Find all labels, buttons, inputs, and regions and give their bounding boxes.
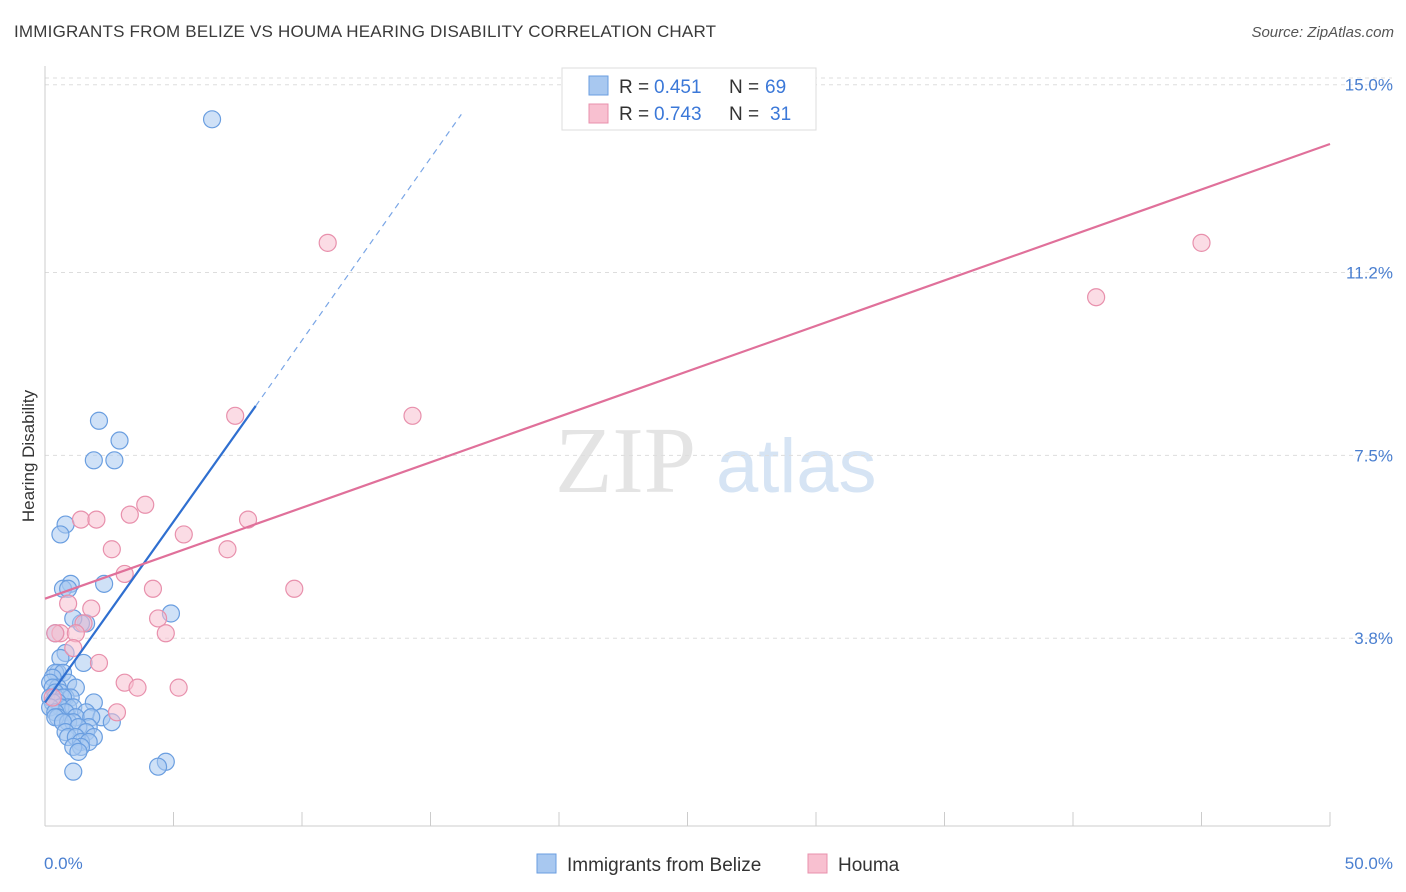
point-houma — [143, 579, 163, 598]
point-houma — [64, 638, 83, 658]
gridlines — [45, 77, 1392, 639]
bottom-legend-label-houma: Houma — [838, 855, 900, 876]
point-houma — [318, 233, 337, 252]
point-houma — [156, 624, 175, 643]
point-houma — [66, 624, 85, 643]
legend-r-value-houma: 0.743 — [654, 104, 702, 125]
point-houma — [1192, 233, 1211, 252]
point-houma — [169, 678, 188, 697]
point-houma — [89, 653, 109, 673]
point-houma — [71, 510, 91, 529]
point-houma — [128, 678, 147, 697]
bottom-legend-label-belize: Immigrants from Belize — [567, 855, 761, 876]
legend-swatch-houma — [588, 103, 609, 124]
source-label: Source: ZipAtlas.com — [1251, 24, 1394, 41]
bottom-legend-swatch-belize — [536, 853, 557, 874]
y-tick-label: 3.8% — [1354, 629, 1393, 648]
legend-top: R = 0.451 N = 69 R = 0.743 N = 31 — [561, 67, 817, 131]
y-tick-label: 15.0% — [1345, 76, 1393, 95]
watermark-zip: ZIP — [555, 409, 696, 513]
chart-title: IMMIGRANTS FROM BELIZE VS HOUMA HEARING … — [14, 22, 717, 41]
point-belize — [202, 110, 222, 129]
point-houma — [285, 579, 304, 598]
point-houma — [43, 688, 62, 707]
legend-n-label-belize: N = — [729, 77, 759, 98]
point-belize — [64, 762, 83, 781]
y-tick-label: 7.5% — [1354, 446, 1393, 465]
legend-n-label-houma: N = — [729, 104, 759, 125]
y-tick-label: 11.2% — [1346, 264, 1393, 283]
point-houma — [87, 510, 106, 529]
point-houma — [174, 525, 193, 544]
point-houma — [59, 594, 78, 613]
point-houma — [107, 703, 127, 722]
point-houma — [238, 510, 258, 529]
point-houma — [1087, 288, 1106, 307]
y-tick-labels: 3.8% 7.5% 11.2% 15.0% — [1345, 76, 1393, 648]
point-belize — [69, 742, 88, 761]
point-houma — [403, 406, 422, 425]
x-tick-labels: 0.0% 50.0% — [44, 854, 1393, 873]
point-houma — [46, 624, 65, 643]
point-houma — [102, 540, 121, 559]
y-axis-label: Hearing Disability — [19, 389, 38, 522]
legend-bottom: Immigrants from Belize Houma — [536, 853, 900, 876]
point-houma — [148, 609, 168, 628]
trend-line-houma — [44, 142, 1331, 600]
bottom-legend-swatch-houma — [807, 853, 828, 874]
scatter-points — [41, 110, 1211, 781]
point-belize — [89, 411, 109, 430]
point-houma — [226, 406, 245, 425]
legend-r-value-belize: 0.451 — [654, 77, 702, 98]
legend-n-value-belize: 69 — [765, 77, 786, 98]
point-houma — [136, 495, 155, 514]
x-tick-label: 50.0% — [1345, 854, 1393, 873]
legend-swatch-belize — [588, 75, 609, 96]
trend-line-belize-extension — [255, 114, 462, 407]
point-houma — [218, 540, 237, 559]
point-belize — [84, 451, 103, 470]
trend-line-belize — [44, 405, 257, 704]
x-tick-label: 0.0% — [44, 854, 83, 873]
watermark-atlas: atlas — [716, 424, 877, 509]
legend-n-value-houma: 31 — [770, 104, 791, 125]
point-belize — [51, 525, 70, 544]
legend-r-label-houma: R = — [619, 104, 649, 125]
point-houma — [82, 599, 101, 618]
legend-r-label-belize: R = — [619, 77, 649, 98]
trend-lines — [44, 114, 1331, 704]
point-houma — [120, 505, 139, 524]
point-belize — [105, 451, 124, 470]
point-belize — [110, 431, 129, 450]
point-belize — [148, 757, 168, 776]
